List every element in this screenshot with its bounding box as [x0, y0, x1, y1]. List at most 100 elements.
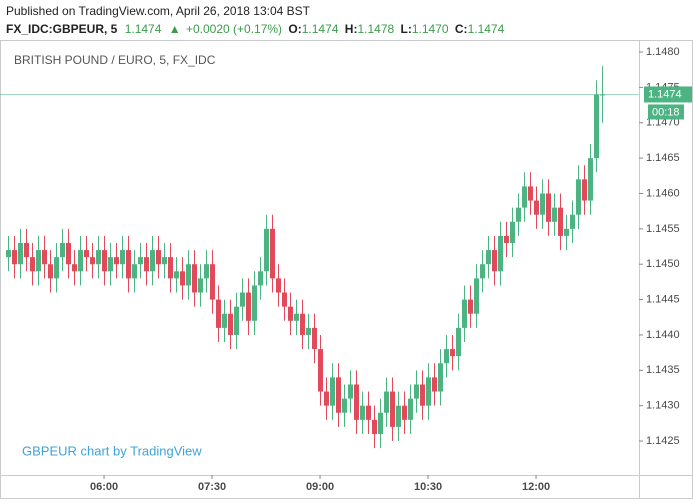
candle-body	[30, 257, 35, 272]
candle-body	[318, 349, 323, 392]
candle-body	[180, 271, 185, 286]
candle-body	[6, 250, 11, 258]
published-note: Published on TradingView.com, April 26, …	[6, 4, 311, 18]
candle-body	[336, 377, 341, 413]
candle-body	[168, 257, 173, 279]
ohlc-value: 1.1474	[302, 22, 339, 36]
candle-body	[510, 221, 515, 243]
candle-body	[474, 278, 479, 314]
candle-body	[78, 250, 83, 272]
candle-body	[60, 243, 65, 258]
candle-body	[72, 264, 77, 272]
candle-body	[204, 264, 209, 279]
candle-body	[54, 257, 59, 279]
candle-body	[594, 94, 599, 159]
ohlc-label: C:	[455, 22, 468, 36]
candle-body	[36, 250, 41, 272]
candle-body	[372, 419, 377, 434]
candle-body	[108, 257, 113, 272]
candle-body	[564, 228, 569, 236]
candle-body	[240, 292, 245, 307]
y-tick-label: 1.1470	[646, 117, 680, 129]
candle-body	[558, 207, 563, 236]
candle-body	[492, 250, 497, 272]
ohlc-label: O:	[288, 22, 301, 36]
candle-body	[288, 306, 293, 321]
up-arrow: ▲	[169, 22, 181, 36]
candle-body	[390, 391, 395, 427]
y-tick-label: 1.1440	[646, 329, 680, 341]
candle-body	[426, 377, 431, 406]
candle-body	[300, 313, 305, 335]
y-tick-label: 1.1445	[646, 293, 680, 305]
candle-body	[324, 391, 329, 406]
candle-body	[282, 292, 287, 307]
candle-body	[534, 200, 539, 215]
candle-body	[312, 327, 317, 350]
candle-body	[228, 313, 233, 335]
candle-body	[540, 193, 545, 215]
candle-body	[234, 306, 239, 335]
y-tick-label: 1.1460	[646, 187, 680, 199]
candle-body	[396, 405, 401, 427]
candle-body	[18, 243, 23, 265]
candle-body	[12, 250, 17, 265]
candle-body	[486, 250, 491, 265]
candle-body	[192, 264, 197, 293]
candle-body	[258, 271, 263, 286]
candle-body	[498, 235, 503, 272]
candle-body	[348, 384, 353, 399]
chart-title: BRITISH POUND / EURO, 5, FX_IDC	[14, 53, 216, 67]
candle-body	[216, 299, 221, 328]
candle-body	[24, 243, 29, 258]
candle-body	[150, 250, 155, 272]
candle-body	[384, 391, 389, 413]
ohlc-value: 1.1474	[468, 22, 505, 36]
candle-body	[330, 377, 335, 406]
candle-body	[162, 257, 167, 265]
candle-body	[138, 257, 143, 265]
candle-body	[408, 398, 413, 420]
y-tick-label: 1.1450	[646, 258, 680, 270]
candle-body	[270, 228, 275, 279]
candle-body	[354, 384, 359, 420]
watermark: GBPEUR chart by TradingView	[22, 443, 202, 458]
candle-body	[414, 384, 419, 399]
candle-body	[528, 186, 533, 201]
candle-body	[450, 349, 455, 357]
y-tick-label: 1.1430	[646, 400, 680, 412]
candle-body	[198, 278, 203, 293]
symbol-line: FX_IDC:GBPEUR, 5 1.1474 ▲ +0.0020 (+0.17…	[6, 22, 505, 36]
ohlc-label: H:	[345, 22, 358, 36]
last-price-label: 1.1474	[648, 88, 682, 100]
candle-body	[342, 398, 347, 413]
candle-body	[210, 264, 215, 300]
candle-body	[516, 207, 521, 222]
candle-body	[174, 271, 179, 279]
candle-body	[360, 405, 365, 420]
candle-body	[588, 158, 593, 201]
candle-body	[402, 405, 407, 420]
candle-body	[252, 285, 257, 321]
y-tick-label: 1.1465	[646, 152, 680, 164]
candle-body	[504, 235, 509, 243]
candle-body	[306, 327, 311, 335]
candle-body	[546, 193, 551, 222]
candle-body	[42, 250, 47, 265]
candle-body	[276, 278, 281, 293]
candle-body	[126, 250, 131, 279]
last-price-box	[644, 86, 692, 103]
candle-body	[156, 250, 161, 265]
last-value: 1.1474	[125, 22, 162, 36]
candle-body	[66, 243, 71, 265]
ohlc-value: 1.1470	[412, 22, 449, 36]
candle-body	[186, 264, 191, 286]
candle-body	[120, 250, 125, 265]
candle-body	[480, 264, 485, 279]
candle-body	[552, 207, 557, 222]
y-tick-label: 1.1425	[646, 435, 680, 447]
candle-body	[84, 250, 89, 258]
candle-body	[222, 313, 227, 328]
candle-body	[246, 292, 251, 321]
countdown-box	[648, 104, 684, 120]
